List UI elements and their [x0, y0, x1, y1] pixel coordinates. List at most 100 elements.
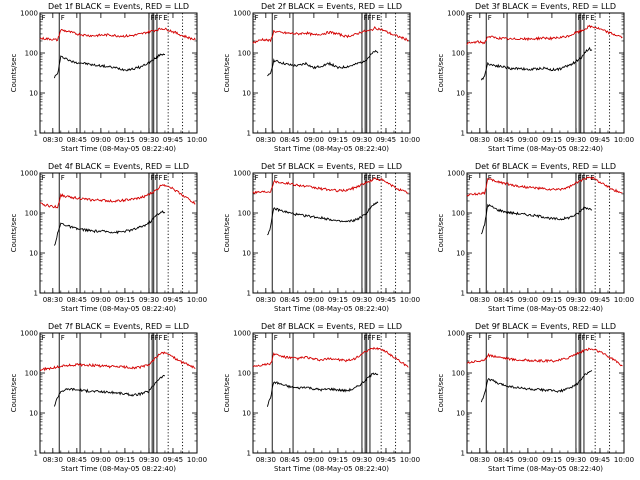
x-axis-label: Start Time (08-May-05 08:22:40): [61, 305, 176, 313]
event-marker-label: F: [255, 334, 259, 342]
y-tick-label: 1000: [233, 10, 251, 18]
series-events-line: [480, 370, 593, 403]
x-tick-label: 08:45: [280, 136, 300, 144]
event-marker-label: E: [376, 14, 380, 22]
event-marker-label: E: [590, 14, 594, 22]
y-tick-label: 1: [34, 290, 38, 298]
y-axis-label: Counts/sec: [10, 374, 18, 413]
y-tick-label: 1000: [233, 170, 251, 178]
x-tick-label: 08:30: [256, 296, 276, 304]
event-marker-label: F: [274, 14, 278, 22]
series-events-line: [266, 372, 379, 407]
y-tick-label: 1000: [20, 170, 38, 178]
x-tick-label: 09:00: [518, 296, 538, 304]
event-marker-label: FFF: [363, 334, 375, 342]
y-tick-label: 1: [247, 290, 251, 298]
y-tick-label: 10: [29, 90, 38, 98]
panel-det-9: Det 9f BLACK = Events, RED = LLD 1 10 100 10…: [437, 322, 634, 473]
panel-det-3: Det 3f BLACK = Events, RED = LLD 1 10 100 10…: [437, 2, 634, 153]
x-tick-label: 09:15: [542, 296, 562, 304]
panel-title: Det 2f BLACK = Events, RED = LLD: [261, 2, 402, 11]
panel-det-5: Det 5f BLACK = Events, RED = LLD 1 10 100 10…: [223, 162, 420, 313]
x-tick-label: 09:00: [91, 456, 111, 464]
x-tick-label: 08:30: [470, 296, 490, 304]
y-tick-label: 1: [34, 130, 38, 138]
event-marker-label: E: [163, 14, 167, 22]
plot-frame: [252, 172, 411, 294]
x-tick-label: 08:30: [43, 136, 63, 144]
series-events-line: [480, 203, 593, 235]
y-axis-label: Counts/sec: [223, 214, 231, 253]
plot-frame: [466, 12, 625, 134]
event-marker-label: F: [42, 174, 46, 182]
event-marker-label: E: [590, 334, 594, 342]
x-tick-label: 10:00: [400, 456, 420, 464]
x-tick-label: 10:00: [187, 136, 207, 144]
event-marker-label: F: [274, 334, 278, 342]
x-tick-label: 08:45: [494, 456, 514, 464]
x-tick-label: 08:30: [43, 296, 63, 304]
event-marker-label: F: [469, 334, 473, 342]
y-tick-label: 100: [238, 50, 251, 58]
series-lld-line: [252, 346, 409, 368]
event-marker-label: E: [376, 174, 380, 182]
y-tick-label: 10: [29, 410, 38, 418]
y-tick-label: 100: [25, 210, 38, 218]
panel-det-6: Det 6f BLACK = Events, RED = LLD 1 10 100 10…: [437, 162, 634, 313]
x-tick-label: 09:30: [139, 296, 159, 304]
event-marker-label: FFF: [577, 14, 589, 22]
y-tick-label: 1000: [447, 170, 465, 178]
y-tick-label: 1000: [233, 330, 251, 338]
x-tick-label: 09:00: [304, 136, 324, 144]
series-events-line: [54, 210, 166, 246]
event-marker-label: FFF: [577, 174, 589, 182]
event-marker-label: F: [61, 334, 65, 342]
panel-det-2: Det 2f BLACK = Events, RED = LLD 1 10 100 10…: [223, 2, 420, 153]
panel-det-7: Det 7f BLACK = Events, RED = LLD 1 10 100 10…: [10, 322, 207, 473]
y-tick-label: 1000: [20, 330, 38, 338]
y-tick-label: 1: [461, 290, 465, 298]
event-marker-label: F: [42, 334, 46, 342]
x-tick-label: 09:15: [328, 136, 348, 144]
event-marker-label: F: [61, 14, 65, 22]
panel-det-4: Det 4f BLACK = Events, RED = LLD 1 10 100 10…: [10, 162, 207, 313]
x-tick-label: 10:00: [614, 136, 634, 144]
x-tick-label: 09:30: [566, 296, 586, 304]
series-lld-line: [466, 347, 623, 367]
series-lld-line: [252, 26, 409, 44]
x-tick-label: 09:45: [376, 136, 396, 144]
y-tick-label: 1000: [447, 10, 465, 18]
x-tick-label: 09:30: [139, 456, 159, 464]
plot-frame: [252, 12, 411, 134]
x-tick-label: 09:00: [304, 296, 324, 304]
series-lld-line: [39, 351, 196, 372]
series-lld-line: [466, 176, 623, 197]
event-marker-label: FFF: [363, 174, 375, 182]
y-tick-label: 1000: [20, 10, 38, 18]
panel-title: Det 5f BLACK = Events, RED = LLD: [261, 162, 402, 171]
x-tick-label: 09:45: [163, 136, 183, 144]
y-tick-label: 100: [452, 50, 465, 58]
plot-frame: [39, 172, 198, 294]
x-tick-label: 08:30: [470, 136, 490, 144]
event-marker-label: E: [376, 334, 380, 342]
y-tick-label: 10: [242, 90, 251, 98]
y-tick-label: 1: [461, 450, 465, 458]
x-tick-label: 08:45: [67, 136, 87, 144]
series-events-line: [267, 201, 379, 236]
panel-title: Det 6f BLACK = Events, RED = LLD: [475, 162, 616, 171]
x-axis-label: Start Time (08-May-05 08:22:40): [488, 145, 603, 153]
y-tick-label: 100: [452, 370, 465, 378]
y-axis-label: Counts/sec: [10, 214, 18, 253]
x-tick-label: 09:15: [328, 296, 348, 304]
x-tick-label: 09:00: [91, 136, 111, 144]
y-tick-label: 1: [34, 450, 38, 458]
event-marker-label: F: [255, 174, 259, 182]
x-tick-label: 09:45: [163, 456, 183, 464]
event-marker-label: F: [42, 14, 46, 22]
x-tick-label: 09:15: [328, 456, 348, 464]
x-tick-label: 09:30: [352, 456, 372, 464]
event-marker-label: E: [163, 174, 167, 182]
series-lld-line: [39, 27, 196, 42]
x-tick-label: 09:30: [566, 136, 586, 144]
